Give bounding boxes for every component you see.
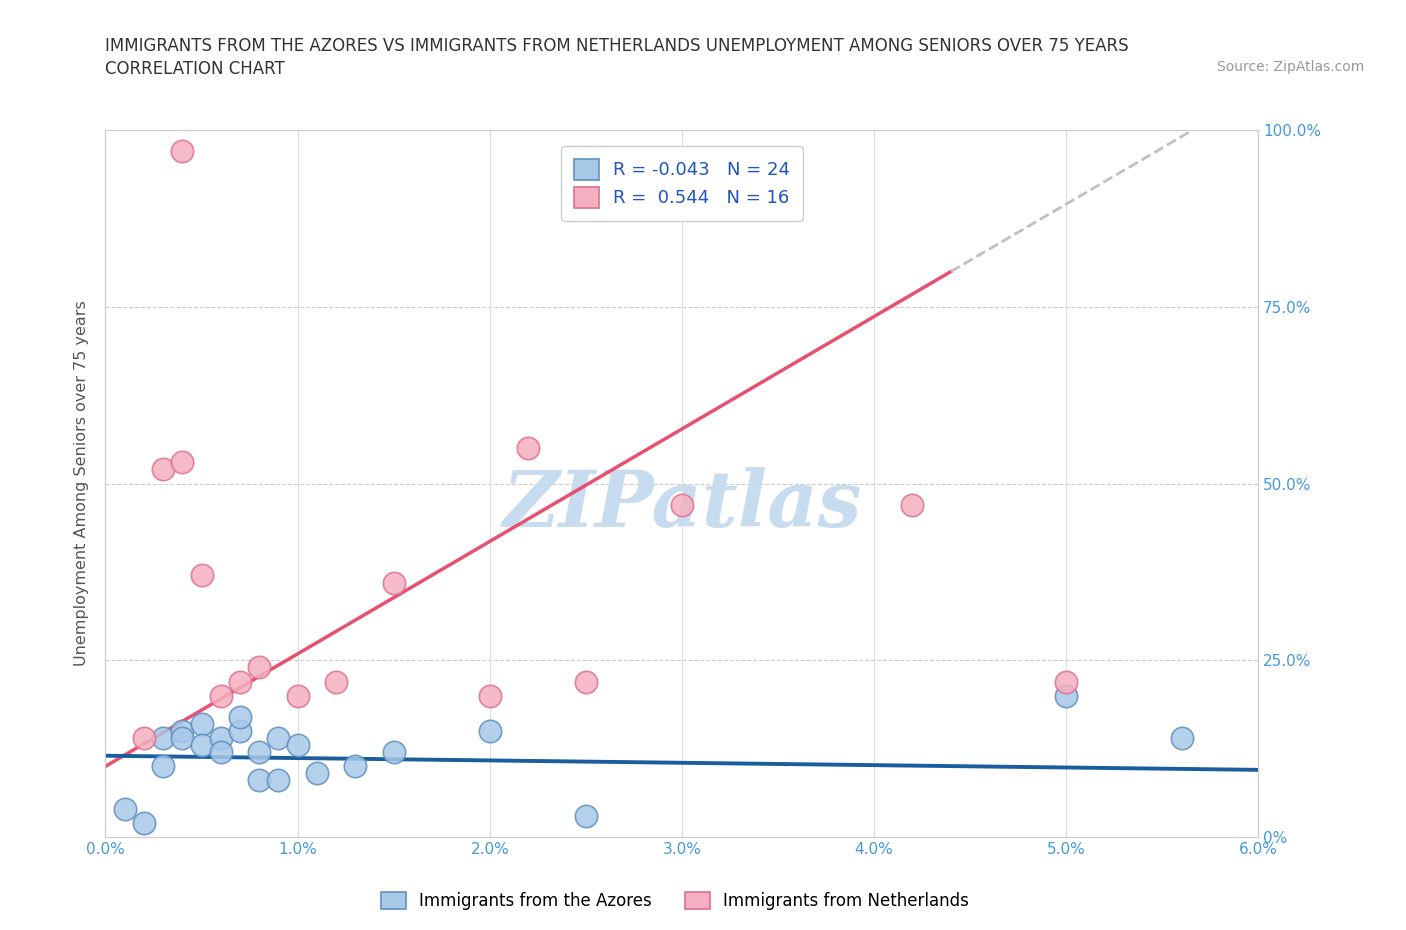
Point [1170, 731, 1192, 746]
Point [209, 688, 232, 703]
Point [247, 745, 270, 760]
Point [229, 724, 252, 738]
Text: IMMIGRANTS FROM THE AZORES VS IMMIGRANTS FROM NETHERLANDS UNEMPLOYMENT AMONG SEN: IMMIGRANTS FROM THE AZORES VS IMMIGRANTS… [105, 37, 1129, 55]
Point [229, 710, 252, 724]
Point [478, 724, 501, 738]
Point [152, 731, 174, 746]
Text: CORRELATION CHART: CORRELATION CHART [105, 60, 285, 78]
Legend: Immigrants from the Azores, Immigrants from Netherlands: Immigrants from the Azores, Immigrants f… [374, 885, 976, 917]
Point [344, 759, 367, 774]
Point [209, 731, 232, 746]
Point [114, 802, 136, 817]
Point [267, 731, 290, 746]
Point [172, 731, 194, 746]
Point [190, 716, 212, 731]
Point [325, 674, 347, 689]
Point [172, 455, 194, 470]
Point [517, 441, 540, 456]
Point [575, 674, 598, 689]
Point [382, 745, 405, 760]
Point [209, 745, 232, 760]
Point [190, 737, 212, 752]
Point [132, 731, 155, 746]
Point [267, 773, 290, 788]
Point [305, 766, 328, 781]
Point [382, 575, 405, 590]
Text: ZIPatlas: ZIPatlas [502, 467, 862, 543]
Legend: R = -0.043   N = 24, R =  0.544   N = 16: R = -0.043 N = 24, R = 0.544 N = 16 [561, 146, 803, 220]
Point [287, 737, 309, 752]
Y-axis label: Unemployment Among Seniors over 75 years: Unemployment Among Seniors over 75 years [75, 300, 90, 667]
Point [172, 144, 194, 159]
Point [247, 660, 270, 675]
Point [1054, 674, 1077, 689]
Point [901, 498, 924, 512]
Text: Source: ZipAtlas.com: Source: ZipAtlas.com [1216, 60, 1364, 74]
Point [132, 816, 155, 830]
Point [287, 688, 309, 703]
Point [190, 568, 212, 583]
Point [229, 674, 252, 689]
Point [478, 688, 501, 703]
Point [152, 759, 174, 774]
Point [575, 808, 598, 823]
Point [172, 724, 194, 738]
Point [671, 498, 693, 512]
Point [152, 462, 174, 477]
Point [247, 773, 270, 788]
Point [1054, 688, 1077, 703]
